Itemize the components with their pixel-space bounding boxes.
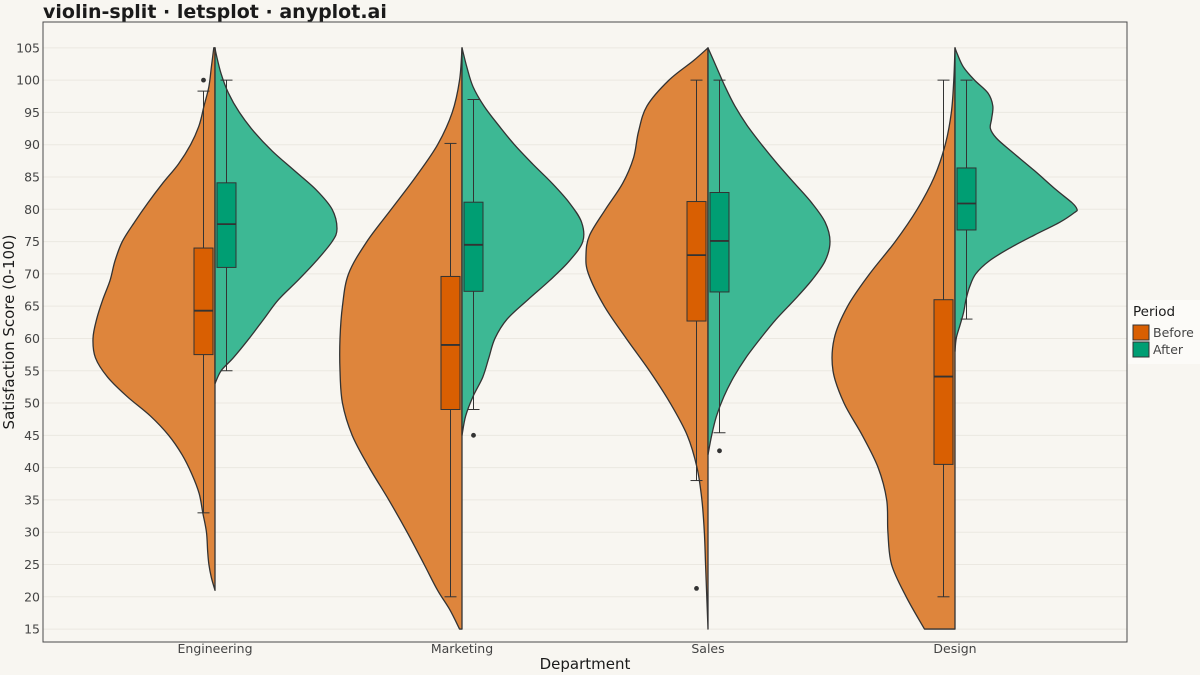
boxplot-before-sales [686,79,707,482]
violin-before-design [831,47,956,630]
y-tick-label-100: 100 [16,73,40,88]
y-axis-ticks: 15 20 25 30 35 40 45 50 55 60 65 70 75 80 85 90 95 100 105 [16,40,40,636]
violin-before-engineering [92,47,216,591]
y-tick-label-25: 25 [24,557,40,572]
y-tick-label-20: 20 [24,589,40,604]
plot-frame [42,21,1128,643]
y-tick-label-55: 55 [24,363,40,378]
boxplot-before-design [933,79,954,598]
y-tick-label-45: 45 [24,428,40,443]
x-tick-label-design: Design [933,641,976,656]
y-tick-label-30: 30 [24,525,40,540]
plot-border [42,21,1128,643]
outlier-after-marketing-0 [471,432,476,438]
y-tick-label-60: 60 [24,331,40,346]
outlier-before-sales-0 [694,585,699,591]
y-tick-label-75: 75 [24,234,40,249]
legend-label-after: After [1153,342,1184,357]
boxplot-after-design [956,79,977,320]
y-axis-title: Satisfaction Score (0-100) [0,235,18,430]
x-tick-label-engineering: Engineering [178,641,253,656]
outlier-points [201,77,722,591]
y-tick-label-90: 90 [24,137,40,152]
violin-after-engineering [214,47,338,385]
y-tick-label-70: 70 [24,266,40,281]
boxplot-after-sales [709,79,730,434]
legend-swatch-before [1132,324,1150,341]
y-tick-label-65: 65 [24,299,40,314]
boxplot-after-marketing [463,99,484,410]
chart-title: violin-split · letsplot · anyplot.ai [43,1,387,23]
y-tick-label-85: 85 [24,170,40,185]
x-axis-ticks: Engineering Marketing Sales Design [178,641,977,656]
box-iqr [440,275,461,411]
boxplot-after-engineering [216,79,237,372]
box-iqr [193,247,214,356]
y-tick-label-35: 35 [24,492,40,507]
violin-before-sales [585,47,709,630]
violin-before-marketing [339,47,463,630]
y-tick-label-95: 95 [24,105,40,120]
x-tick-label-sales: Sales [691,641,724,656]
boxplots [193,79,977,598]
y-tick-label-80: 80 [24,202,40,217]
y-tick-label-15: 15 [24,622,40,637]
box-iqr [686,201,707,322]
legend-swatch-after [1132,341,1150,358]
violins [92,47,1078,630]
y-tick-label-50: 50 [24,396,40,411]
box-iqr [463,201,484,292]
y-tick-label-105: 105 [16,40,40,55]
x-axis-title: Department [540,655,631,673]
box-iqr [216,182,237,268]
x-tick-label-marketing: Marketing [431,641,493,656]
violin-after-marketing [461,47,585,436]
legend: Period Before After [1128,300,1200,364]
legend-label-before: Before [1153,325,1194,340]
box-iqr [709,192,730,293]
boxplot-before-marketing [440,142,461,598]
boxplot-before-engineering [193,90,214,514]
box-iqr [956,167,977,231]
box-iqr [933,299,954,465]
legend-title: Period [1133,304,1175,320]
outlier-before-engineering-0 [201,77,206,83]
violin-after-sales [707,47,831,456]
y-tick-label-40: 40 [24,460,40,475]
legend-items: Before After [1132,324,1194,358]
outlier-after-sales-0 [717,448,722,454]
